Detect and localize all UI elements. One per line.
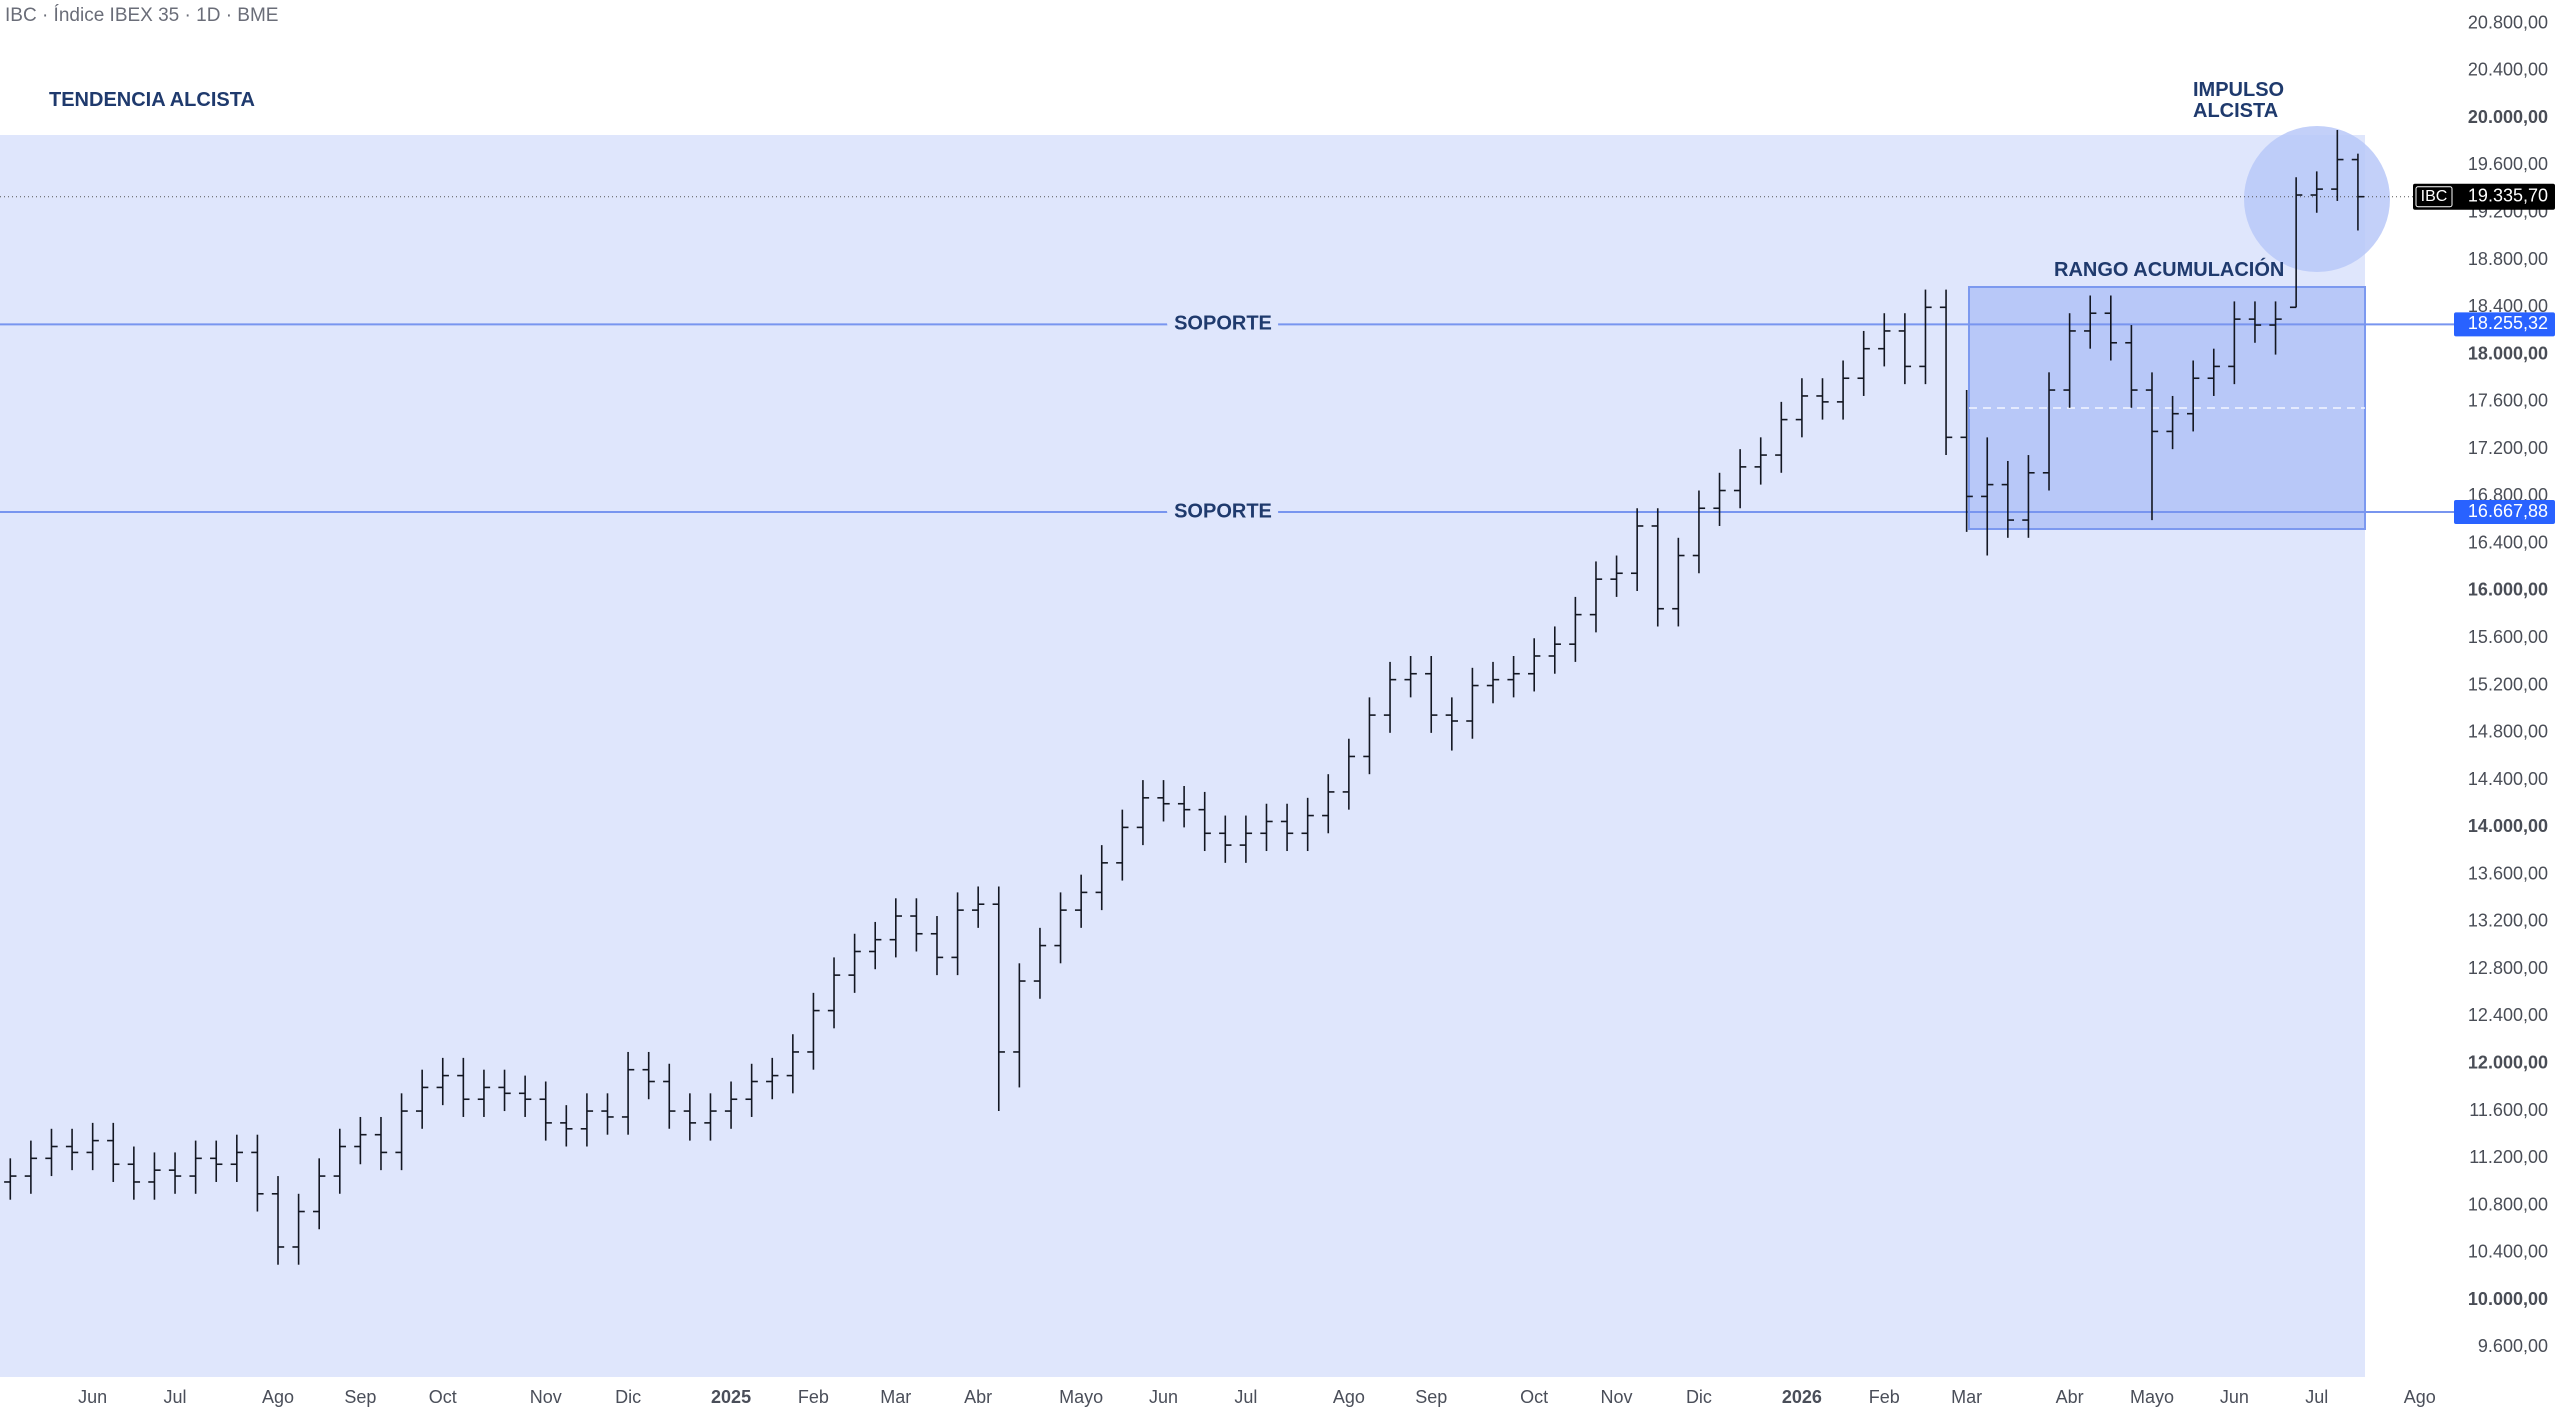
support-tag-label: 16.667,88: [2468, 501, 2548, 521]
x-tick-label: Jul: [164, 1387, 187, 1407]
price-tag-name: IBC: [2421, 188, 2448, 205]
support-tag-label: 18.255,32: [2468, 313, 2548, 333]
y-tick-label: 12.800,00: [2468, 958, 2548, 978]
x-tick-label: Ago: [262, 1387, 294, 1407]
x-tick-label: Nov: [530, 1387, 562, 1407]
y-tick-label: 18.000,00: [2468, 343, 2548, 363]
y-tick-label: 14.000,00: [2468, 816, 2548, 836]
y-tick-label: 9.600,00: [2478, 1336, 2548, 1356]
x-tick-label: Mayo: [2130, 1387, 2174, 1407]
x-tick-label: Abr: [964, 1387, 992, 1407]
x-tick-label: Feb: [798, 1387, 829, 1407]
x-tick-label: Ago: [2404, 1387, 2436, 1407]
y-tick-label: 15.200,00: [2468, 674, 2548, 694]
support-text: SOPORTE: [1174, 313, 1272, 335]
y-tick-label: 15.600,00: [2468, 627, 2548, 647]
support-text: SOPORTE: [1174, 500, 1272, 522]
x-tick-label: Jul: [1234, 1387, 1257, 1407]
x-tick-label: Sep: [1415, 1387, 1447, 1407]
price-tag-name-box: [2415, 186, 2453, 208]
y-tick-label: 18.400,00: [2468, 296, 2548, 316]
price-tag-label: 19.335,70: [2468, 185, 2548, 205]
y-tick-label: 19.600,00: [2468, 154, 2548, 174]
y-tick-label: 11.600,00: [2469, 1100, 2548, 1120]
y-tick-label: 17.600,00: [2468, 391, 2548, 411]
x-tick-label: Dic: [615, 1387, 641, 1407]
y-tick-label: 16.000,00: [2468, 580, 2548, 600]
y-tick-label: 20.000,00: [2468, 107, 2548, 127]
support-tag: [2454, 500, 2555, 525]
x-tick-label: Feb: [1869, 1387, 1900, 1407]
y-tick-label: 12.000,00: [2468, 1053, 2548, 1073]
y-tick-label: 12.400,00: [2468, 1005, 2548, 1025]
x-tick-label: Ago: [1333, 1387, 1365, 1407]
x-tick-label: Jun: [1149, 1387, 1178, 1407]
range-note: RANGO ACUMULACIÓN: [2054, 259, 2285, 281]
y-tick-label: 11.200,00: [2469, 1147, 2548, 1167]
price-tag: [2413, 183, 2555, 210]
y-tick-label: 10.400,00: [2468, 1242, 2548, 1262]
y-tick-label: 16.400,00: [2468, 532, 2548, 552]
y-tick-label: 20.800,00: [2468, 12, 2548, 32]
y-tick-label: 10.800,00: [2468, 1194, 2548, 1214]
x-tick-label: Oct: [429, 1387, 457, 1407]
impulse-note: IMPULSO ALCISTA: [2193, 79, 2285, 122]
x-tick-label: Jul: [2305, 1387, 2328, 1407]
y-tick-label: 17.200,00: [2468, 438, 2548, 458]
x-tick-label: 2025: [711, 1387, 751, 1407]
x-tick-label: Sep: [344, 1387, 376, 1407]
trend-note: TENDENCIA ALCISTA: [49, 89, 255, 111]
y-tick-label: 10.000,00: [2468, 1289, 2548, 1309]
x-tick-label: 2026: [1782, 1387, 1822, 1407]
x-tick-label: Oct: [1520, 1387, 1548, 1407]
chart-title: IBC · Índice IBEX 35 · 1D · BME: [5, 5, 278, 26]
y-tick-label: 14.800,00: [2468, 722, 2548, 742]
y-tick-label: 20.400,00: [2468, 60, 2548, 80]
x-tick-label: Jun: [78, 1387, 107, 1407]
x-tick-label: Dic: [1686, 1387, 1712, 1407]
y-tick-label: 13.600,00: [2468, 863, 2548, 883]
x-tick-label: Mar: [880, 1387, 911, 1407]
y-tick-label: 14.400,00: [2468, 769, 2548, 789]
x-tick-label: Mayo: [1059, 1387, 1103, 1407]
x-tick-label: Mar: [1951, 1387, 1982, 1407]
x-tick-label: Jun: [2220, 1387, 2249, 1407]
support-tag: [2454, 312, 2555, 337]
x-tick-label: Abr: [2056, 1387, 2084, 1407]
y-tick-label: 13.200,00: [2468, 911, 2548, 931]
y-tick-label: 18.800,00: [2468, 249, 2548, 269]
x-tick-label: Nov: [1601, 1387, 1633, 1407]
